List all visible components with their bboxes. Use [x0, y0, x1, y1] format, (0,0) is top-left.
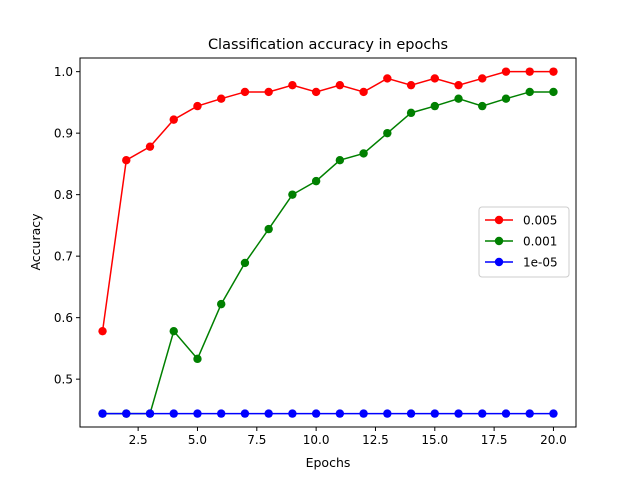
data-point-s0-7	[264, 87, 273, 97]
y-tick-label: 0.6	[54, 311, 73, 325]
data-point-s1-9	[311, 176, 321, 186]
data-point-s0-0	[98, 326, 107, 336]
plot-area	[98, 67, 558, 418]
data-point-s0-4	[193, 101, 202, 111]
data-point-s1-19	[549, 87, 558, 97]
axes-frame	[79, 57, 577, 428]
data-point-s1-7	[264, 224, 273, 234]
data-point-s1-13	[406, 108, 416, 118]
legend-marker-1	[494, 236, 504, 246]
x-tick-label: 20.0	[540, 433, 567, 447]
y-tick-label: 0.7	[54, 249, 73, 263]
data-point-s0-17	[501, 67, 511, 76]
data-point-s2-4	[193, 409, 202, 418]
data-point-s2-9	[311, 409, 321, 418]
data-point-s2-2	[145, 409, 155, 418]
data-point-s1-16	[478, 101, 487, 111]
data-point-s2-6	[240, 409, 250, 418]
x-tick-label: 5.0	[188, 433, 207, 447]
chart-title: Classification accuracy in epochs	[208, 37, 448, 53]
data-point-s0-15	[454, 80, 463, 90]
data-point-s0-16	[478, 74, 487, 83]
data-point-s2-11	[359, 409, 368, 418]
data-point-s0-11	[359, 87, 368, 97]
data-point-s2-8	[288, 409, 297, 418]
legend-marker-0	[494, 215, 504, 225]
data-point-s1-6	[240, 258, 250, 268]
data-point-s2-3	[169, 409, 178, 418]
legend-marker-2	[494, 257, 504, 267]
data-point-s2-7	[264, 409, 273, 418]
data-point-s2-10	[335, 409, 345, 418]
x-tick-label: 7.5	[247, 433, 266, 447]
y-tick-label: 1.0	[54, 65, 73, 79]
data-point-s1-12	[383, 128, 392, 138]
data-point-s0-19	[549, 67, 558, 76]
y-axis-label: Accuracy	[28, 213, 43, 271]
data-point-s1-17	[501, 94, 511, 103]
y-tick-label: 0.9	[54, 126, 73, 140]
data-point-s2-18	[525, 409, 534, 418]
legend-label-2: 1e-05	[523, 256, 558, 270]
data-point-s0-12	[383, 74, 392, 83]
data-point-s0-3	[169, 115, 178, 124]
data-point-s0-9	[311, 87, 321, 97]
x-tick-label: 12.5	[362, 433, 389, 447]
x-tick-label: 17.5	[481, 433, 508, 447]
data-point-s0-13	[406, 80, 416, 90]
data-point-s1-5	[217, 299, 226, 309]
legend-label-1: 0.001	[523, 235, 557, 249]
axes: 2.5 5.0 7.5 10.0 12.5 15.0 17.5 20.0 0.5 0.6 0.7 0.…	[54, 57, 577, 447]
data-point-s0-18	[525, 67, 534, 76]
data-point-s2-16	[478, 409, 487, 418]
y-tick-label: 0.5	[54, 372, 73, 386]
data-point-s1-15	[454, 94, 463, 103]
data-point-s0-10	[335, 80, 345, 90]
data-point-s1-14	[430, 101, 439, 111]
y-tick-label: 0.8	[54, 188, 73, 202]
data-point-s1-18	[525, 87, 534, 97]
x-tick-label: 10.0	[303, 433, 330, 447]
data-point-s0-5	[217, 94, 226, 103]
data-point-s2-19	[549, 409, 558, 418]
data-point-s2-1	[122, 409, 131, 418]
data-point-s0-6	[240, 87, 250, 97]
data-point-s1-4	[193, 354, 202, 364]
data-point-s1-8	[288, 190, 297, 199]
data-point-s2-13	[406, 409, 416, 418]
data-point-s2-0	[98, 409, 107, 418]
data-point-s2-5	[217, 409, 226, 418]
legend: 0.005 0.001 1e-05	[478, 206, 570, 278]
x-tick-label: 15.0	[421, 433, 448, 447]
data-point-s1-3	[169, 326, 178, 336]
data-point-s0-8	[288, 80, 297, 90]
data-point-s1-11	[359, 149, 368, 158]
data-point-s0-1	[122, 156, 131, 165]
data-point-s0-14	[430, 74, 439, 83]
data-point-s2-14	[430, 409, 439, 418]
x-tick-label: 2.5	[129, 433, 148, 447]
data-point-s2-17	[501, 409, 511, 418]
data-point-s2-12	[383, 409, 392, 418]
data-point-s2-15	[454, 409, 463, 418]
x-axis-label: Epochs	[306, 455, 351, 470]
legend-label-0: 0.005	[523, 214, 557, 228]
data-point-s0-2	[145, 142, 155, 151]
data-point-s1-10	[335, 156, 345, 165]
